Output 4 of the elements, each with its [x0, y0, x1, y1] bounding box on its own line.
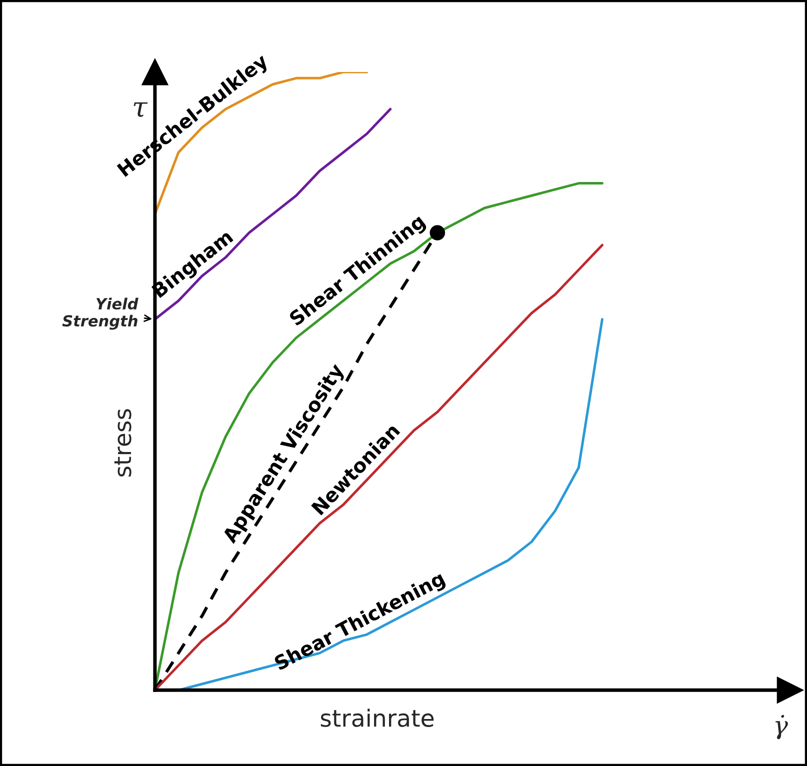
text: Yield Strength — [62, 298, 138, 330]
x-axis-title: strainrate — [320, 708, 434, 727]
text: γ̇ — [775, 714, 788, 740]
y-axis-title: stress — [114, 409, 132, 477]
